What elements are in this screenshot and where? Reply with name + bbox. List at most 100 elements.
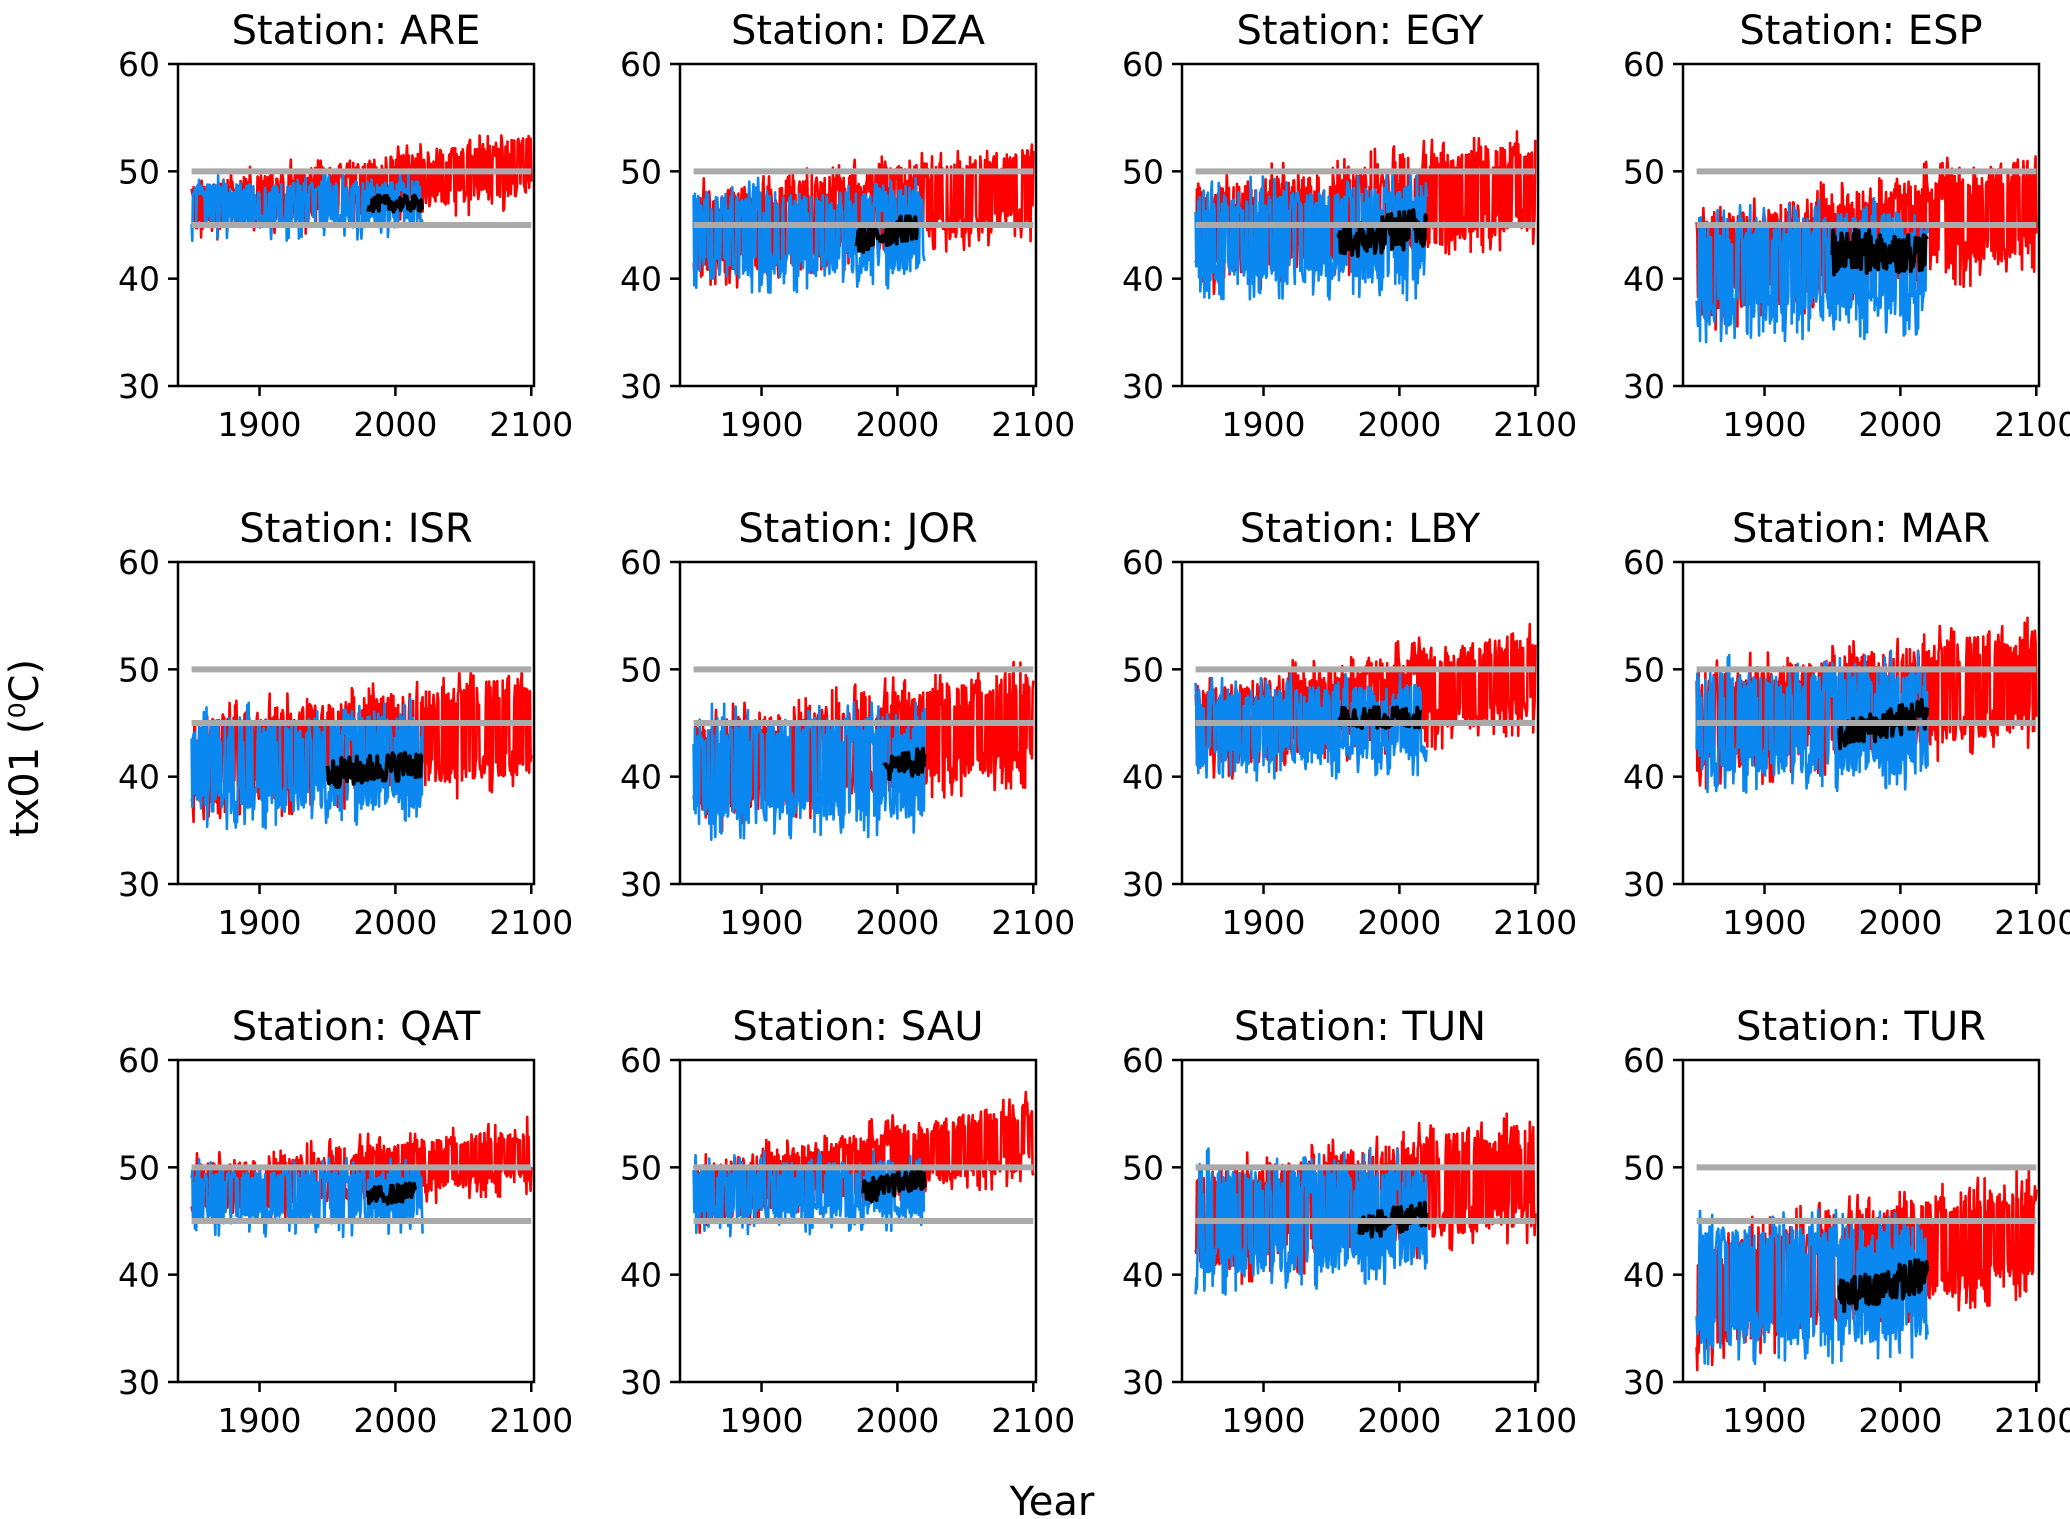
y-tick-label: 40 <box>1623 260 1665 299</box>
x-tick-label: 2000 <box>1357 1401 1441 1440</box>
plot-area <box>692 1090 1035 1238</box>
observation-series <box>1837 1258 1930 1314</box>
y-tick-label: 60 <box>1122 45 1164 84</box>
panel-title: Station: MAR <box>1732 506 1990 552</box>
simulation-series <box>1194 170 1428 302</box>
panel-jor: Station: JOR 30 40 50 60 1900 2000 2100 <box>620 506 1075 942</box>
y-tick-label: 50 <box>118 650 160 689</box>
y-tick-label: 60 <box>118 543 160 582</box>
y-tick-label: 30 <box>1122 865 1164 904</box>
panel-title: Station: ARE <box>232 8 481 54</box>
panel-title: Station: ISR <box>239 506 472 552</box>
x-tick-label: 1900 <box>218 405 302 444</box>
y-tick-label: 30 <box>1623 865 1665 904</box>
plot-area <box>1695 616 2038 794</box>
y-tick-label: 40 <box>1623 758 1665 797</box>
plot-area <box>1695 1164 2038 1372</box>
y-tick-label: 50 <box>1623 1148 1665 1187</box>
y-tick-label: 50 <box>1623 152 1665 191</box>
y-axis-label: tx01 (⁰C) <box>2 659 48 837</box>
x-tick-label: 1900 <box>1723 903 1807 942</box>
y-tick-label: 30 <box>620 1363 662 1402</box>
x-tick-label: 2000 <box>855 1401 939 1440</box>
x-tick-label: 1900 <box>1723 1401 1807 1440</box>
y-tick-label: 30 <box>1623 1363 1665 1402</box>
y-tick-label: 50 <box>620 1148 662 1187</box>
x-tick-label: 2000 <box>1858 903 1942 942</box>
y-tick-label: 40 <box>620 1256 662 1295</box>
plot-area <box>692 660 1035 841</box>
observation-series <box>366 193 424 214</box>
panel-title: Station: JOR <box>738 506 977 552</box>
axes-frame <box>1180 1058 1540 1384</box>
y-tick-label: 50 <box>118 152 160 191</box>
x-tick-label: 1900 <box>720 1401 804 1440</box>
panel-sau: Station: SAU 30 40 50 60 1900 2000 2100 <box>620 1004 1075 1440</box>
observation-series <box>854 214 920 254</box>
y-tick-label: 30 <box>118 1363 160 1402</box>
axes-frame <box>1681 1058 2041 1384</box>
y-tick-label: 60 <box>1623 543 1665 582</box>
x-tick-label: 2100 <box>1493 405 1577 444</box>
y-tick-label: 50 <box>620 152 662 191</box>
y-tick-label: 40 <box>620 260 662 299</box>
y-tick-label: 30 <box>620 367 662 406</box>
simulation-series <box>1695 1208 1929 1366</box>
simulation-series <box>1194 672 1428 782</box>
x-tick-label: 2000 <box>353 1401 437 1440</box>
axes-frame <box>176 560 536 886</box>
y-tick-label: 30 <box>118 865 160 904</box>
y-tick-label: 30 <box>1623 367 1665 406</box>
x-tick-label: 1900 <box>1222 903 1306 942</box>
y-tick-label: 40 <box>118 260 160 299</box>
x-tick-label: 2100 <box>1994 1401 2070 1440</box>
plot-area <box>692 143 1035 294</box>
panel-title: Station: ESP <box>1739 8 1982 54</box>
plot-area <box>190 134 533 243</box>
y-tick-label: 60 <box>118 45 160 84</box>
simulation-series <box>190 169 424 243</box>
axes-frame <box>176 62 536 388</box>
x-tick-label: 2000 <box>855 405 939 444</box>
x-axis-label: Year <box>1009 1479 1095 1519</box>
observation-series <box>861 1167 927 1204</box>
y-tick-label: 50 <box>1623 650 1665 689</box>
x-tick-label: 1900 <box>1222 1401 1306 1440</box>
panel-lby: Station: LBY 30 40 50 60 1900 2000 2100 <box>1122 506 1577 942</box>
panel-egy: Station: EGY 30 40 50 60 1900 2000 2100 <box>1122 8 1577 444</box>
y-tick-label: 50 <box>1122 1148 1164 1187</box>
y-tick-label: 30 <box>118 367 160 406</box>
x-tick-label: 2100 <box>489 405 573 444</box>
x-tick-label: 2100 <box>489 1401 573 1440</box>
simulation-series <box>692 1149 926 1238</box>
y-tick-label: 40 <box>118 758 160 797</box>
y-tick-label: 60 <box>620 1041 662 1080</box>
simulation-series <box>692 701 926 841</box>
x-tick-label: 1900 <box>720 903 804 942</box>
panel-dza: Station: DZA 30 40 50 60 1900 2000 2100 <box>620 8 1075 444</box>
axes-frame <box>678 1058 1038 1384</box>
panel-title: Station: TUR <box>1736 1004 1986 1050</box>
panel-isr: Station: ISR 30 40 50 60 1900 2000 2100 <box>118 506 573 942</box>
y-tick-label: 60 <box>1623 1041 1665 1080</box>
panel-qat: Station: QAT 30 40 50 60 1900 2000 2100 <box>118 1004 573 1440</box>
observation-series <box>325 750 424 789</box>
y-tick-label: 40 <box>1623 1256 1665 1295</box>
x-tick-label: 2000 <box>353 903 437 942</box>
y-tick-label: 60 <box>1122 543 1164 582</box>
y-tick-label: 50 <box>1122 152 1164 191</box>
axes-frame <box>678 62 1038 388</box>
observation-series <box>1830 227 1929 277</box>
plot-area <box>190 1115 533 1239</box>
x-tick-label: 2000 <box>1858 1401 1942 1440</box>
x-tick-label: 2000 <box>353 405 437 444</box>
x-tick-label: 2100 <box>1493 903 1577 942</box>
x-tick-label: 2100 <box>1994 903 2070 942</box>
x-tick-label: 2000 <box>1357 903 1441 942</box>
plot-area <box>1194 130 1537 302</box>
observation-series <box>366 1181 418 1206</box>
y-tick-label: 30 <box>620 865 662 904</box>
y-tick-label: 30 <box>1122 1363 1164 1402</box>
x-tick-label: 2000 <box>1858 405 1942 444</box>
